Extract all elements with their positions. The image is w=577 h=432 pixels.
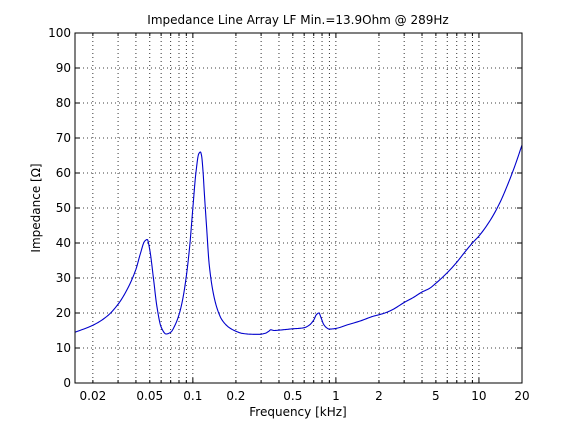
plot-area — [75, 33, 522, 383]
x-tick-label: 0.02 — [80, 389, 107, 403]
x-tick-label: 10 — [471, 389, 486, 403]
y-axis-label: Impedance [Ω] — [29, 163, 43, 252]
impedance-series-line — [74, 144, 523, 335]
series-lines — [74, 144, 523, 335]
x-tick-label: 0.5 — [283, 389, 302, 403]
y-tick-label: 40 — [56, 236, 71, 250]
y-tick-label: 100 — [48, 26, 71, 40]
x-tick-label: 5 — [432, 389, 440, 403]
y-tick-label: 80 — [56, 96, 71, 110]
y-tick-label: 20 — [56, 306, 71, 320]
x-tick-label: 0.05 — [136, 389, 163, 403]
x-tick-labels: 0.02 0.05 0.1 0.2 0.5 1 2 5 10 20 — [80, 389, 530, 403]
x-tick-label: 2 — [375, 389, 383, 403]
y-tick-label: 30 — [56, 271, 71, 285]
chart-title: Impedance Line Array LF Min.=13.9Ohm @ 2… — [147, 13, 448, 27]
y-tick-label: 90 — [56, 61, 71, 75]
y-tick-label: 60 — [56, 166, 71, 180]
grid-lines — [75, 33, 522, 383]
y-tick-label: 10 — [56, 341, 71, 355]
x-tick-label: 20 — [514, 389, 529, 403]
x-axis-label: Frequency [kHz] — [249, 405, 346, 419]
x-tick-label: 0.1 — [183, 389, 202, 403]
x-tick-label: 1 — [332, 389, 340, 403]
x-tick-label: 0.2 — [226, 389, 245, 403]
y-tick-label: 70 — [56, 131, 71, 145]
y-tick-label: 0 — [63, 376, 71, 390]
y-tick-label: 50 — [56, 201, 71, 215]
y-tick-labels: 0 10 20 30 40 50 60 70 80 90 100 — [48, 26, 71, 390]
axis-ticks — [75, 32, 522, 384]
